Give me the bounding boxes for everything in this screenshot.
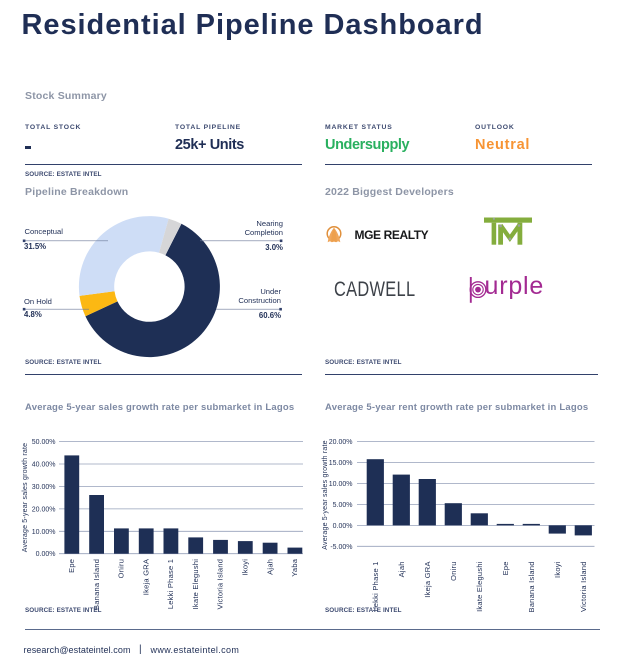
svg-text:15.00%: 15.00% xyxy=(329,460,353,467)
svg-text:Ikeja GRA: Ikeja GRA xyxy=(423,561,432,597)
svg-text:Ajah: Ajah xyxy=(265,559,274,575)
svg-text:urple: urple xyxy=(485,272,545,300)
svg-text:Victoria Island: Victoria Island xyxy=(216,559,225,610)
svg-text:20.00%: 20.00% xyxy=(32,506,56,513)
svg-text:10.00%: 10.00% xyxy=(329,481,353,488)
svg-text:30.00%: 30.00% xyxy=(32,484,56,491)
svg-text:Ikeja GRA: Ikeja GRA xyxy=(141,559,150,595)
svg-text:Oniru: Oniru xyxy=(117,559,126,579)
svg-text:10.00%: 10.00% xyxy=(32,529,56,536)
svg-text:Average 5-year sales growth ra: Average 5-year sales growth rate xyxy=(22,443,29,552)
svg-text:50.00%: 50.00% xyxy=(32,439,56,446)
svg-text:Epe: Epe xyxy=(501,561,510,575)
svg-text:0.00%: 0.00% xyxy=(36,551,56,558)
svg-text:Ajah: Ajah xyxy=(397,561,406,577)
svg-text:Banana Island: Banana Island xyxy=(92,559,101,610)
svg-text:Ikate Elegushi: Ikate Elegushi xyxy=(475,561,484,612)
svg-text:Ikate Elegushi: Ikate Elegushi xyxy=(191,559,200,610)
svg-text:Victoria Island: Victoria Island xyxy=(579,561,588,612)
svg-text:5.00%: 5.00% xyxy=(333,502,353,509)
svg-text:Average 5-year sales growth ra: Average 5-year sales growth rate xyxy=(322,440,329,549)
svg-text:20.00%: 20.00% xyxy=(329,439,353,446)
svg-text:Yaba: Yaba xyxy=(290,558,299,577)
svg-text:0.00%: 0.00% xyxy=(333,523,353,530)
svg-text:Ikoyi: Ikoyi xyxy=(241,559,250,576)
svg-text:Oniru: Oniru xyxy=(449,561,458,581)
svg-text:Lekki Phase 1: Lekki Phase 1 xyxy=(371,561,380,611)
svg-text:40.00%: 40.00% xyxy=(32,462,56,469)
svg-text:Lekki Phase 1: Lekki Phase 1 xyxy=(166,559,175,609)
svg-text:Banana Island: Banana Island xyxy=(527,561,536,612)
svg-text:Ikoyi: Ikoyi xyxy=(553,561,562,578)
svg-text:Epe: Epe xyxy=(67,559,76,573)
svg-text:-5.00%: -5.00% xyxy=(330,544,352,551)
